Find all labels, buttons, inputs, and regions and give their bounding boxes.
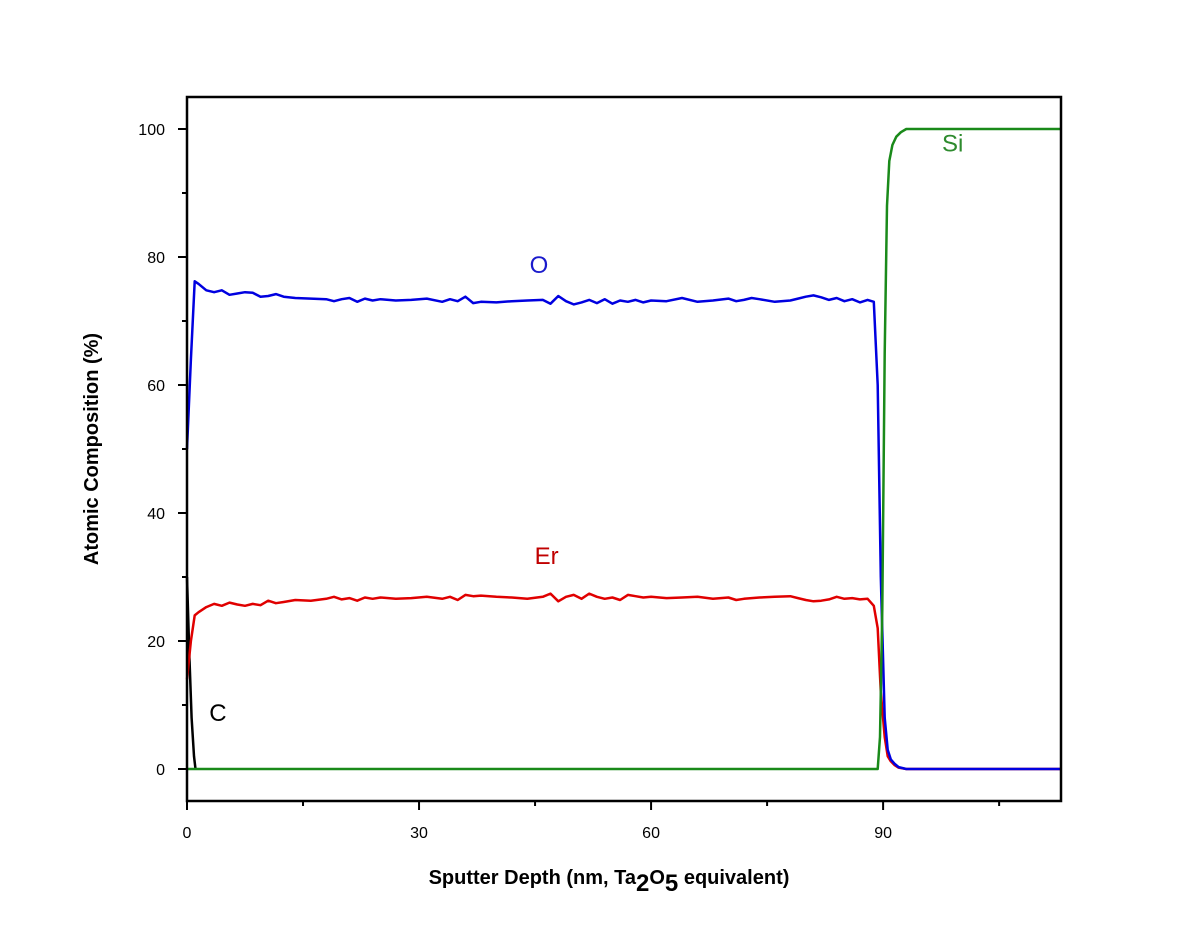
y-axis-title: Atomic Composition (%): [81, 333, 103, 565]
series-layer: [185, 127, 1061, 771]
series-line-c: [185, 576, 197, 770]
x-tick-label: 60: [642, 825, 660, 842]
y-tick-label: 40: [147, 506, 165, 523]
series-line-o: [185, 280, 1061, 771]
y-tick-label: 60: [147, 378, 165, 395]
series-line-si: [187, 127, 1061, 771]
series-label-si: Si: [942, 130, 963, 157]
series-label-o: O: [530, 252, 549, 279]
x-title-subscript: 5: [665, 870, 678, 897]
series-label-er: Er: [535, 543, 559, 570]
x-axis-title: Sputter Depth (nm, Ta2O5 equivalent): [429, 867, 790, 897]
x-title-part: O: [649, 867, 665, 889]
y-tick-label: 20: [147, 634, 165, 651]
ticks-layer: 0 30 60 90 0 20 40 60 80 100: [138, 122, 1001, 842]
series-label-c: C: [209, 700, 226, 727]
x-title-subscript: 2: [636, 870, 649, 897]
x-title-part: equivalent): [678, 867, 789, 889]
x-tick-label: 30: [410, 825, 428, 842]
x-tick-label: 0: [183, 825, 192, 842]
series-line-er: [185, 592, 1061, 771]
y-tick-label: 100: [138, 122, 165, 139]
x-tick-label: 90: [874, 825, 892, 842]
plot-area-frame: [185, 95, 1063, 803]
x-title-part: Sputter Depth (nm, Ta: [429, 867, 637, 889]
y-tick-label: 80: [147, 250, 165, 267]
y-tick-label: 0: [156, 762, 165, 779]
series-labels: C Er O Si: [209, 130, 963, 727]
